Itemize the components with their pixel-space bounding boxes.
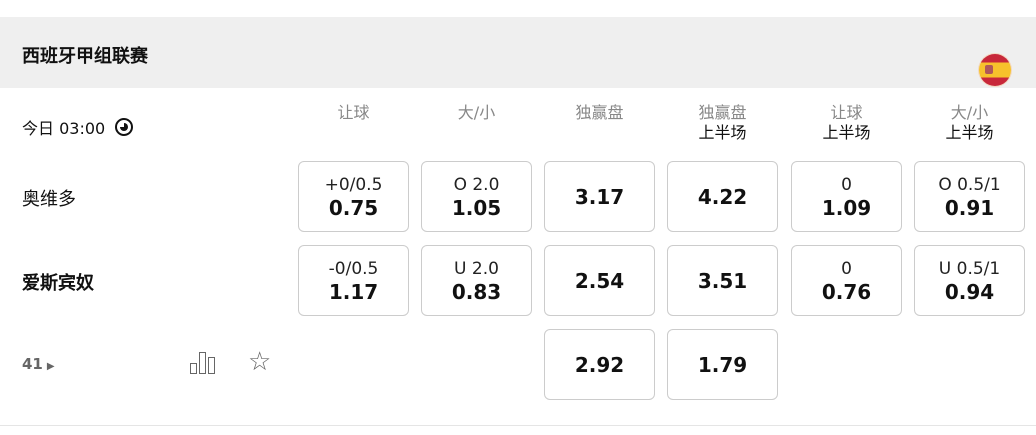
league-header: 西班牙甲组联赛 [0,17,1036,88]
odds-line: U 2.0 [454,258,499,279]
odds-line: +0/0.5 [324,174,383,195]
home-team: 奥维多 [22,189,76,210]
column-header: 大/小 上半场 [914,103,1025,143]
column-header-line1: 让球 [337,103,370,122]
match-time: 今日 03:00 [22,115,134,139]
column-header: 独赢盘 上半场 [667,103,778,143]
odds-value: 4.22 [697,184,748,209]
odds-line: 0 [841,258,852,279]
odds-button[interactable]: 0 0.76 [791,245,902,316]
stats-icon[interactable] [190,352,215,374]
column-header: 让球 [298,103,409,123]
column-header-line1: 让球 [830,103,863,122]
caret-right-icon: ▶ [46,361,55,372]
odds-value: 1.05 [451,195,502,220]
odds-line: O 0.5/1 [938,174,1001,195]
column-header-line1: 独赢盘 [575,103,624,122]
column-header-line2: 上半场 [945,123,994,142]
odds-button[interactable]: 3.51 [667,245,778,316]
column-header-line1: 大/小 [457,103,496,122]
odds-button[interactable]: O 2.0 1.05 [421,161,532,232]
odds-value: 3.17 [574,184,625,209]
odds-button[interactable]: -0/0.5 1.17 [298,245,409,316]
league-title: 西班牙甲组联赛 [22,46,148,67]
odds-button[interactable]: 1.79 [667,329,778,400]
odds-value: 1.79 [697,352,748,377]
odds-button[interactable]: U 0.5/1 0.94 [914,245,1025,316]
odds-line: U 0.5/1 [938,258,1001,279]
clock-icon [115,118,134,136]
odds-value: 0.75 [328,195,379,220]
odds-value: 2.92 [574,352,625,377]
column-header-line2: 上半场 [698,123,747,142]
odds-button[interactable]: 2.54 [544,245,655,316]
odds-value: 0.76 [821,279,872,304]
odds-button[interactable]: U 2.0 0.83 [421,245,532,316]
match-time-text: 今日 03:00 [22,119,106,138]
odds-value: 0.83 [451,279,502,304]
column-header: 让球 上半场 [791,103,902,143]
odds-value: 3.51 [697,268,748,293]
column-header-line1: 大/小 [950,103,989,122]
odds-line: -0/0.5 [328,258,379,279]
odds-button[interactable]: 4.22 [667,161,778,232]
odds-line: 0 [841,174,852,195]
column-header: 独赢盘 [544,103,655,123]
divider [0,425,1036,426]
odds-button[interactable]: 2.92 [544,329,655,400]
odds-value: 2.54 [574,268,625,293]
more-markets-button[interactable]: 41 ▶ [22,355,55,373]
column-header-line2: 上半场 [822,123,871,142]
more-count: 41 [22,355,43,373]
odds-button[interactable]: 3.17 [544,161,655,232]
odds-button[interactable]: O 0.5/1 0.91 [914,161,1025,232]
odds-line: O 2.0 [453,174,500,195]
odds-value: 1.09 [821,195,872,220]
odds-value: 1.17 [328,279,379,304]
odds-value: 0.94 [944,279,995,304]
away-team: 爱斯宾奴 [22,273,94,294]
spain-flag-icon [979,54,1011,86]
column-header-line1: 独赢盘 [698,103,747,122]
odds-value: 0.91 [944,195,995,220]
odds-button[interactable]: 0 1.09 [791,161,902,232]
favorite-star-icon[interactable]: ☆ [248,347,272,377]
odds-button[interactable]: +0/0.5 0.75 [298,161,409,232]
column-header: 大/小 [421,103,532,123]
